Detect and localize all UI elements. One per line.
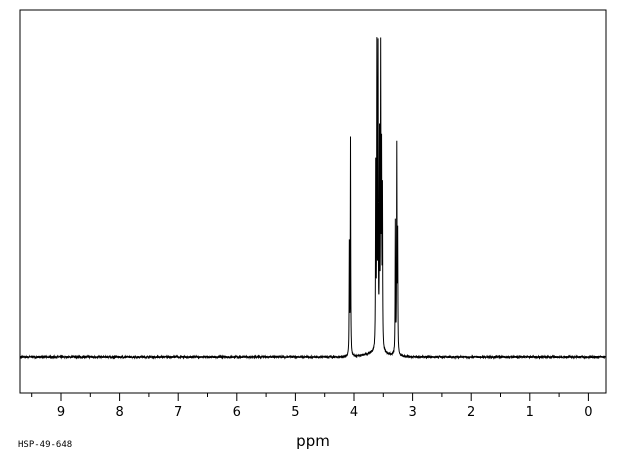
tick-label: 6 (233, 405, 241, 420)
x-axis-ticks (31, 393, 589, 401)
tick-label: 8 (115, 405, 123, 420)
tick-label: 4 (350, 405, 358, 420)
tick-label: 7 (174, 405, 182, 420)
tick-label: 2 (467, 405, 475, 420)
x-axis-title: ppm (296, 432, 330, 450)
x-axis-tick-labels: 9 8 7 6 5 4 3 2 1 0 (57, 405, 593, 420)
tick-label: 3 (408, 405, 416, 420)
tick-label: 5 (291, 405, 299, 420)
tick-label: 9 (57, 405, 65, 420)
tick-label: 0 (584, 405, 592, 420)
plot-frame (19, 9, 607, 394)
tick-label: 1 (526, 405, 534, 420)
spectrum-line (19, 37, 607, 360)
spectrum-code-label: HSP-49-648 (18, 440, 72, 450)
